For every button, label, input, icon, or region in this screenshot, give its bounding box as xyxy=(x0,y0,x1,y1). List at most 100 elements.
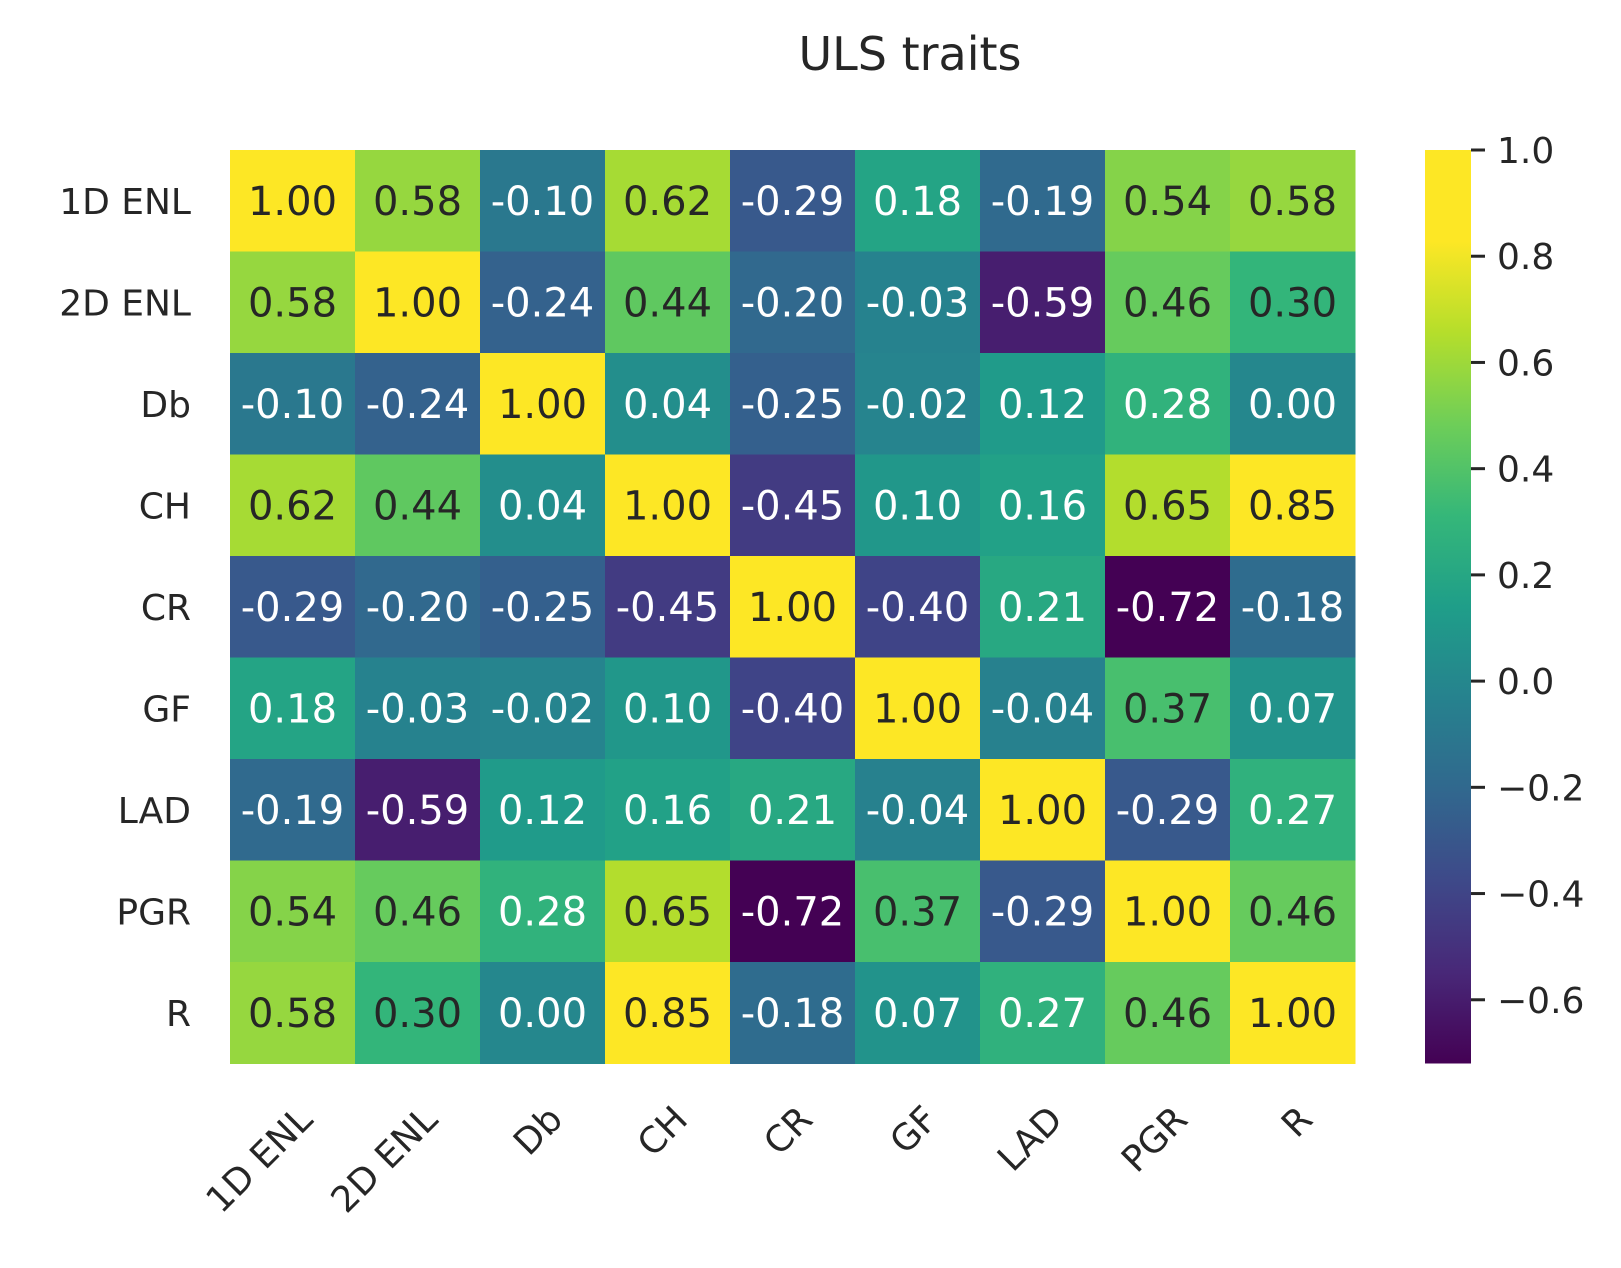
heatmap-cell-r2-c5 xyxy=(855,353,981,455)
heatmap-annotation-r5-c1: -0.03 xyxy=(366,686,470,732)
heatmap-cell-r8-c2 xyxy=(480,962,606,1064)
x-tick-label-2: Db xyxy=(506,1099,571,1164)
x-tick-label-0: 1D ENL xyxy=(199,1099,321,1221)
heatmap-annotation-r2-c0: -0.10 xyxy=(241,382,345,428)
heatmap-annotation-r8-c8: 1.00 xyxy=(1248,991,1337,1037)
heatmap-cell-r6-c8 xyxy=(1230,759,1356,861)
chart-title: ULS traits xyxy=(798,27,1021,81)
heatmap-annotation-r8-c5: 0.07 xyxy=(873,991,962,1037)
heatmap-annotation-r6-c3: 0.16 xyxy=(623,788,712,834)
heatmap-annotation-r3-c6: 0.16 xyxy=(998,483,1087,529)
heatmap-annotation-r5-c5: 1.00 xyxy=(873,686,962,732)
y-tick-label-3: CH xyxy=(139,486,191,527)
heatmap-cell-r3-c2 xyxy=(480,454,606,557)
heatmap-cell-r5-c0 xyxy=(230,657,356,760)
colorbar-tick-label-0: 1.0 xyxy=(1497,131,1554,172)
colorbar: 1.0 0.8 0.6 0.4 0.2 0.0 −0.2 −0.4 −0.6 xyxy=(1425,131,1584,1064)
colorbar-tick-label-1: 0.8 xyxy=(1497,237,1554,278)
heatmap-annotation-r5-c0: 0.18 xyxy=(248,686,337,732)
heatmap-annotation-r2-c2: 1.00 xyxy=(498,382,587,428)
heatmap-annotation-r4-c1: -0.20 xyxy=(366,585,470,631)
heatmap-annotation-r2-c5: -0.02 xyxy=(866,382,970,428)
heatmap-cell-r0-c0 xyxy=(230,150,356,252)
heatmap-cell-r0-c7 xyxy=(1105,150,1231,252)
heatmap-cell-r3-c1 xyxy=(355,454,481,557)
colorbar-tick-label-6: −0.2 xyxy=(1497,768,1584,809)
heatmap-annotation-r4-c2: -0.25 xyxy=(491,585,595,631)
heatmap-cell-r4-c2 xyxy=(480,556,606,658)
heatmap-cell-r1-c4 xyxy=(730,251,856,354)
heatmap-annotation-r3-c0: 0.62 xyxy=(248,483,337,529)
heatmap-annotation-r6-c4: 0.21 xyxy=(748,788,837,834)
heatmap-annotation-r5-c6: -0.04 xyxy=(991,686,1095,732)
heatmap-annotation-r7-c3: 0.65 xyxy=(623,889,712,935)
heatmap-annotation-r2-c4: -0.25 xyxy=(741,382,845,428)
heatmap-annotation-r6-c6: 1.00 xyxy=(998,788,1087,834)
heatmap-annotation-r8-c3: 0.85 xyxy=(623,991,712,1037)
heatmap-cell-r7-c0 xyxy=(230,860,356,963)
heatmap-annotation-r5-c3: 0.10 xyxy=(623,686,712,732)
y-tick-label-5: GF xyxy=(142,689,191,730)
heatmap-cell-r0-c4 xyxy=(730,150,856,252)
heatmap-cell-r8-c6 xyxy=(980,962,1106,1064)
heatmap-cell-r1-c6 xyxy=(980,251,1106,354)
heatmap-cell-r5-c7 xyxy=(1105,657,1231,760)
colorbar-tick-label-2: 0.6 xyxy=(1497,343,1554,384)
heatmap-annotation-r6-c1: -0.59 xyxy=(366,788,470,834)
heatmap-annotation-r1-c5: -0.03 xyxy=(866,280,970,326)
heatmap-annotation-r7-c8: 0.46 xyxy=(1248,889,1337,935)
heatmap-cell-r1-c0 xyxy=(230,251,356,354)
heatmap-cell-r5-c1 xyxy=(355,657,481,760)
x-tick-label-5: GF xyxy=(883,1099,946,1162)
heatmap-annotation-r3-c4: -0.45 xyxy=(741,483,845,529)
heatmap-cell-r1-c7 xyxy=(1105,251,1231,354)
heatmap-cell-r8-c0 xyxy=(230,962,356,1064)
heatmap-cell-r2-c3 xyxy=(605,353,731,455)
heatmap-annotation-r5-c7: 0.37 xyxy=(1123,686,1212,732)
heatmap-annotation-r3-c7: 0.65 xyxy=(1123,483,1212,529)
y-tick-label-4: CR xyxy=(141,588,191,629)
heatmap-cell-r2-c2 xyxy=(480,353,606,455)
heatmap-annotation-r8-c0: 0.58 xyxy=(248,991,337,1037)
heatmap-cell-r4-c3 xyxy=(605,556,731,658)
heatmap-cell-r4-c1 xyxy=(355,556,481,658)
heatmap-annotation-r4-c7: -0.72 xyxy=(1116,585,1220,631)
heatmap-cell-r3-c5 xyxy=(855,454,981,557)
heatmap-cell-r4-c0 xyxy=(230,556,356,658)
heatmap-cell-r5-c2 xyxy=(480,657,606,760)
heatmap-cell-r2-c0 xyxy=(230,353,356,455)
heatmap-annotation-r6-c7: -0.29 xyxy=(1116,788,1220,834)
heatmap-annotation-r3-c8: 0.85 xyxy=(1248,483,1337,529)
heatmap-annotation-r1-c0: 0.58 xyxy=(248,280,337,326)
heatmap-cell-r8-c5 xyxy=(855,962,981,1064)
heatmap-annotation-r5-c4: -0.40 xyxy=(741,686,845,732)
x-tick-label-4: CR xyxy=(756,1099,820,1163)
heatmap-cell-r1-c2 xyxy=(480,251,606,354)
heatmap-annotation-r7-c6: -0.29 xyxy=(991,889,1095,935)
colorbar-gradient xyxy=(1425,150,1471,1064)
heatmap-annotation-r7-c7: 1.00 xyxy=(1123,889,1212,935)
y-tick-label-0: 1D ENL xyxy=(59,182,191,223)
heatmap-annotation-r2-c7: 0.28 xyxy=(1123,382,1212,428)
heatmap-cell-r2-c8 xyxy=(1230,353,1356,455)
heatmap-annotation-r0-c1: 0.58 xyxy=(373,179,462,225)
heatmap-cell-r3-c6 xyxy=(980,454,1106,557)
heatmap-annotation-r7-c5: 0.37 xyxy=(873,889,962,935)
heatmap-annotation-r0-c2: -0.10 xyxy=(491,179,595,225)
colorbar-tick-label-7: −0.4 xyxy=(1497,875,1584,916)
heatmap-annotation-r3-c1: 0.44 xyxy=(373,483,462,529)
heatmap-cell-r7-c5 xyxy=(855,860,981,963)
heatmap-cell-r1-c8 xyxy=(1230,251,1356,354)
heatmap-cell-r6-c2 xyxy=(480,759,606,861)
heatmap-cell-r7-c7 xyxy=(1105,860,1231,963)
x-tick-label-1: 2D ENL xyxy=(324,1099,446,1221)
heatmap-cell-r4-c4 xyxy=(730,556,856,658)
heatmap-cell-r0-c1 xyxy=(355,150,481,252)
heatmap-annotation-r8-c6: 0.27 xyxy=(998,991,1087,1037)
heatmap-annotation-r0-c0: 1.00 xyxy=(248,179,337,225)
heatmap-annotation-r1-c8: 0.30 xyxy=(1248,280,1337,326)
heatmap-annotation-r0-c8: 0.58 xyxy=(1248,179,1337,225)
heatmap-cell-r8-c3 xyxy=(605,962,731,1064)
heatmap-annotation-r8-c4: -0.18 xyxy=(741,991,845,1037)
heatmap-cell-r7-c3 xyxy=(605,860,731,963)
